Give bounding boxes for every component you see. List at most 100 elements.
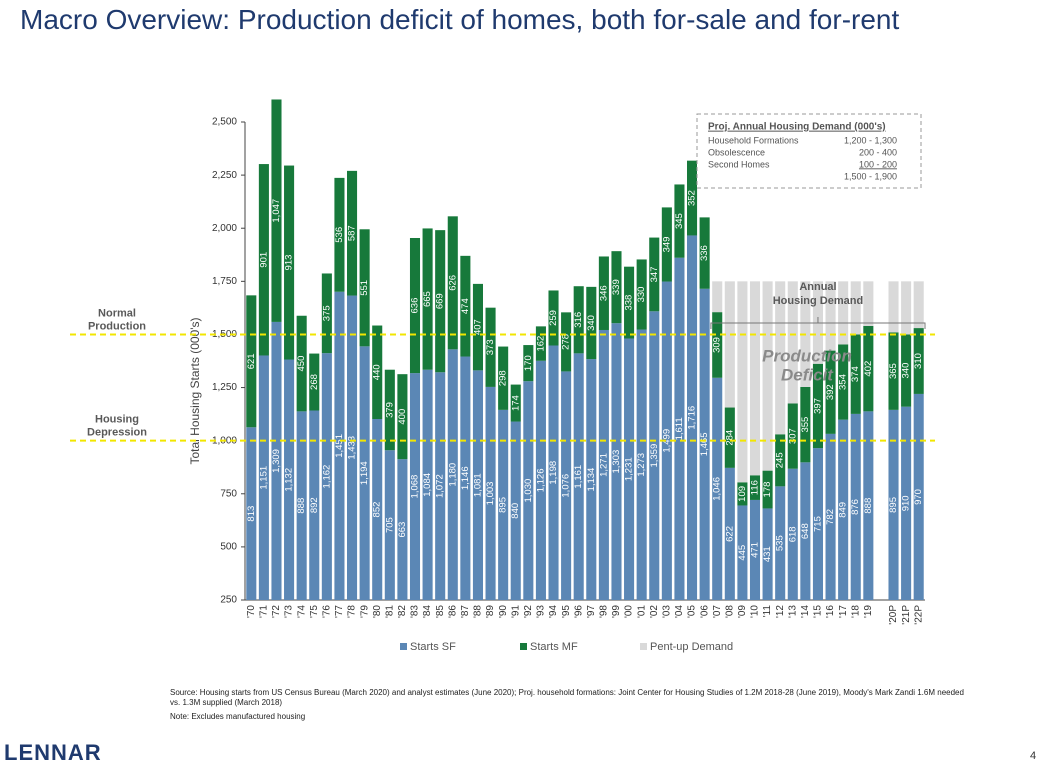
value-label: 1,132: [284, 468, 295, 492]
bar-segment: [296, 315, 307, 412]
bar-segment: [321, 273, 332, 354]
bar-segment: [548, 290, 559, 346]
reference-label: Production: [88, 320, 146, 332]
value-label: 392: [825, 384, 836, 400]
value-label: 339: [611, 279, 622, 295]
demand-row-label: Second Homes: [708, 159, 770, 169]
bar-segment: [447, 349, 458, 600]
bar-segment: [787, 281, 798, 404]
x-tick-label: '88: [473, 605, 484, 618]
bar-segment: [850, 281, 861, 335]
value-label: 307: [787, 428, 798, 444]
bar-segment: [775, 281, 786, 435]
x-tick-label: '77: [334, 605, 345, 618]
value-label: 892: [309, 497, 320, 513]
value-label: 970: [913, 489, 924, 505]
bar-segment: [573, 353, 584, 600]
x-tick-label: '05: [687, 605, 698, 618]
value-label: 347: [649, 266, 660, 282]
bar-segment: [913, 393, 924, 600]
bar-segment: [359, 229, 370, 347]
bar-segment: [523, 345, 534, 382]
x-tick-label: '18: [850, 605, 861, 618]
legend-label: Starts SF: [410, 641, 456, 653]
value-label: 1,076: [561, 474, 572, 498]
value-label: 440: [372, 364, 383, 380]
x-tick-label: '98: [599, 605, 610, 618]
bar-segment: [422, 369, 433, 600]
x-tick-label: '04: [674, 605, 685, 618]
bar-segment: [724, 281, 735, 408]
bar-segment: [863, 325, 874, 412]
x-tick-label: '15: [813, 605, 824, 618]
bracket: [710, 317, 926, 329]
value-label: 648: [800, 523, 811, 539]
value-label: 268: [309, 374, 320, 390]
bar-segment: [775, 434, 786, 487]
value-label: 665: [422, 291, 433, 307]
x-tick-label: '97: [586, 605, 597, 618]
bar-segment: [850, 413, 861, 600]
bar-segment: [712, 281, 723, 313]
value-label: 259: [548, 310, 559, 326]
bar-segment: [472, 370, 483, 600]
x-tick-label: '19: [863, 605, 874, 618]
bar-segment: [724, 407, 735, 468]
value-label: 1,465: [699, 432, 710, 456]
x-tick-label: '96: [573, 605, 584, 618]
bar-segment: [838, 281, 849, 345]
bar-segment: [485, 386, 496, 600]
bar-segment: [359, 346, 370, 600]
bar-segment: [674, 257, 685, 600]
bar-segment: [699, 217, 710, 289]
x-tick-label: '85: [435, 605, 446, 618]
x-tick-label: '11: [762, 605, 773, 618]
bar-segment: [812, 363, 823, 449]
bar-segment: [447, 216, 458, 350]
value-label: 309: [712, 337, 723, 353]
value-label: 402: [863, 361, 874, 377]
bar-segment: [749, 281, 761, 476]
x-tick-label: '80: [372, 605, 383, 618]
bar-segment: [510, 421, 521, 600]
bar-segment: [699, 288, 710, 600]
legend-swatch: [400, 643, 407, 650]
y-tick-label: 500: [220, 542, 237, 553]
bar-segment: [762, 281, 773, 471]
bar-segment: [611, 323, 622, 600]
value-label: 397: [812, 398, 823, 414]
bar-segment: [636, 329, 647, 600]
bar-segment: [372, 418, 383, 600]
bar-segment: [787, 468, 798, 600]
value-label: 298: [498, 370, 509, 386]
value-label: 445: [737, 545, 748, 561]
value-label: 338: [624, 295, 635, 311]
x-tick-label: '06: [699, 605, 710, 618]
x-tick-label: '73: [284, 605, 295, 618]
x-tick-label: '22P: [913, 605, 924, 625]
bar-segment: [850, 334, 861, 414]
bar-segment: [321, 353, 332, 600]
bar-segment: [825, 350, 836, 434]
bracket-label: Annual: [799, 281, 836, 293]
reference-label: Depression: [87, 427, 147, 439]
bar-segment: [586, 286, 597, 360]
bar-segment: [611, 251, 622, 324]
bar-segment: [800, 462, 811, 600]
x-tick-label: '94: [548, 605, 559, 618]
x-tick-label: '84: [422, 605, 433, 618]
value-label: 1,161: [573, 465, 584, 489]
value-label: 365: [888, 363, 899, 379]
bar-segment: [309, 410, 320, 600]
y-tick-label: 250: [220, 595, 237, 606]
bar-segment: [258, 164, 269, 356]
x-tick-label: '83: [410, 605, 421, 618]
demand-row-value: 1,200 - 1,300: [844, 135, 897, 145]
bar-segment: [737, 281, 748, 483]
value-label: 174: [510, 395, 521, 411]
bar-segment: [636, 259, 647, 330]
bar-segment: [712, 312, 723, 378]
bar-segment: [787, 403, 798, 469]
bar-segment: [775, 486, 786, 600]
